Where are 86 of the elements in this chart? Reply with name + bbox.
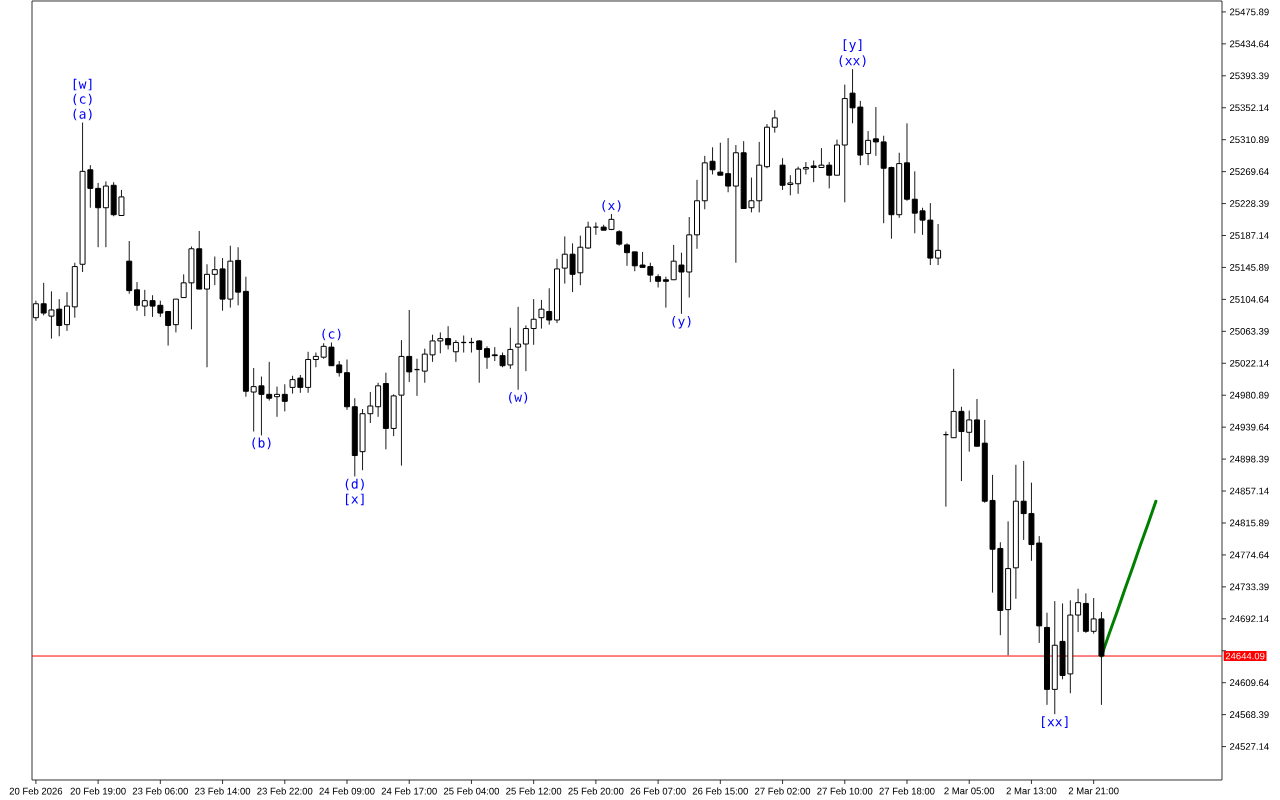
candlestick bbox=[717, 142, 724, 176]
x-tick-label: 24 Feb 09:00 bbox=[319, 787, 375, 795]
candlestick bbox=[452, 339, 459, 363]
candlestick bbox=[515, 306, 522, 391]
candlestick bbox=[725, 137, 732, 193]
x-tick-label: 25 Feb 04:00 bbox=[443, 787, 500, 795]
candlestick bbox=[484, 345, 490, 370]
x-tick-label: 27 Feb 18:00 bbox=[879, 787, 935, 795]
y-tick-label: 25352.14 bbox=[1230, 104, 1269, 112]
annotation: [x] bbox=[345, 493, 364, 506]
annotation: [y] bbox=[843, 39, 862, 52]
x-tick-label: 20 Feb 19:00 bbox=[70, 787, 126, 795]
x-tick-label: 23 Feb 06:00 bbox=[132, 787, 188, 795]
y-tick-label: 25063.39 bbox=[1230, 327, 1269, 335]
candlestick bbox=[522, 324, 529, 372]
y-tick-label: 25022.14 bbox=[1230, 359, 1269, 367]
y-tick-label: 24609.64 bbox=[1230, 679, 1269, 687]
candlestick bbox=[445, 325, 452, 350]
candlestick bbox=[95, 182, 102, 248]
annotation: (a) bbox=[73, 108, 92, 121]
y-tick-label: 24692.14 bbox=[1230, 615, 1269, 623]
candlestick bbox=[274, 386, 280, 418]
x-tick-label: 2 Mar 21:00 bbox=[1068, 787, 1119, 795]
y-tick-label: 24527.14 bbox=[1230, 743, 1269, 750]
candlestick bbox=[375, 382, 382, 418]
candlestick bbox=[802, 161, 809, 175]
annotation: (y) bbox=[672, 316, 691, 329]
candlestick bbox=[662, 276, 669, 309]
annotation: (x) bbox=[602, 200, 621, 212]
y-tick-label: 25434.64 bbox=[1230, 40, 1269, 48]
candlestick bbox=[204, 263, 210, 368]
ref-line-label: 24644.09 bbox=[1225, 652, 1265, 660]
candlestick bbox=[165, 311, 172, 347]
y-tick-label: 24898.39 bbox=[1230, 455, 1269, 463]
candlestick bbox=[872, 106, 879, 157]
annotation: (c) bbox=[73, 93, 92, 106]
x-tick-label: 25 Feb 20:00 bbox=[568, 787, 624, 795]
candlestick bbox=[771, 109, 778, 134]
annotation: (w) bbox=[509, 391, 528, 404]
y-tick-label: 25393.39 bbox=[1230, 72, 1269, 80]
candlestick bbox=[312, 352, 319, 368]
x-tick-label: 2 Mar 05:00 bbox=[944, 787, 995, 795]
annotation: (c) bbox=[322, 328, 341, 341]
candlestick bbox=[585, 221, 592, 250]
annotation: (b) bbox=[252, 437, 271, 450]
candlestick bbox=[935, 223, 942, 266]
x-tick-label: 26 Feb 07:00 bbox=[630, 787, 686, 795]
y-tick-label: 24980.89 bbox=[1230, 391, 1269, 399]
candlestick bbox=[530, 298, 537, 346]
x-tick-label: 23 Feb 14:00 bbox=[195, 787, 251, 795]
x-tick-label: 23 Feb 22:00 bbox=[257, 787, 313, 795]
candlestick bbox=[865, 130, 872, 166]
candlestick bbox=[1075, 588, 1082, 633]
candlestick bbox=[624, 242, 630, 267]
annotation: (xx) bbox=[839, 55, 866, 67]
y-tick-label: 24939.64 bbox=[1230, 423, 1269, 431]
candlestick bbox=[655, 273, 662, 288]
candlestick bbox=[592, 222, 600, 236]
annotation: [w] bbox=[73, 78, 92, 91]
y-tick-label: 24733.39 bbox=[1230, 583, 1269, 591]
annotation: [xx] bbox=[1042, 716, 1068, 728]
y-tick-label: 25145.89 bbox=[1230, 264, 1269, 271]
y-tick-label: 24857.14 bbox=[1230, 487, 1269, 495]
y-tick-label: 25475.89 bbox=[1230, 8, 1269, 16]
candlestick bbox=[476, 339, 483, 384]
candlestick bbox=[795, 166, 802, 195]
y-tick-label: 25269.64 bbox=[1230, 168, 1269, 175]
x-tick-label: 2 Mar 13:00 bbox=[1006, 787, 1057, 795]
y-tick-label: 24774.64 bbox=[1230, 551, 1269, 559]
x-tick-label: 24 Feb 17:00 bbox=[381, 787, 437, 795]
annotation: (d) bbox=[345, 478, 364, 491]
candlestick bbox=[134, 281, 140, 312]
y-tick-label: 25104.64 bbox=[1230, 296, 1269, 303]
x-tick-label: 27 Feb 10:00 bbox=[817, 787, 873, 795]
candlestick bbox=[64, 291, 70, 332]
x-tick-label: 20 Feb 2026 bbox=[9, 787, 63, 795]
y-tick-label: 25228.39 bbox=[1230, 200, 1269, 207]
x-tick-label: 27 Feb 02:00 bbox=[755, 787, 811, 795]
candlestick bbox=[102, 180, 109, 248]
x-tick-label: 25 Feb 12:00 bbox=[506, 787, 562, 795]
y-tick-label: 25310.89 bbox=[1230, 136, 1269, 144]
candlestick bbox=[281, 383, 288, 412]
x-tick-label: 26 Feb 15:00 bbox=[692, 787, 748, 795]
y-tick-label: 24815.89 bbox=[1230, 519, 1269, 527]
y-tick-label: 25187.14 bbox=[1230, 232, 1269, 239]
y-tick-label: 24568.39 bbox=[1230, 711, 1269, 718]
